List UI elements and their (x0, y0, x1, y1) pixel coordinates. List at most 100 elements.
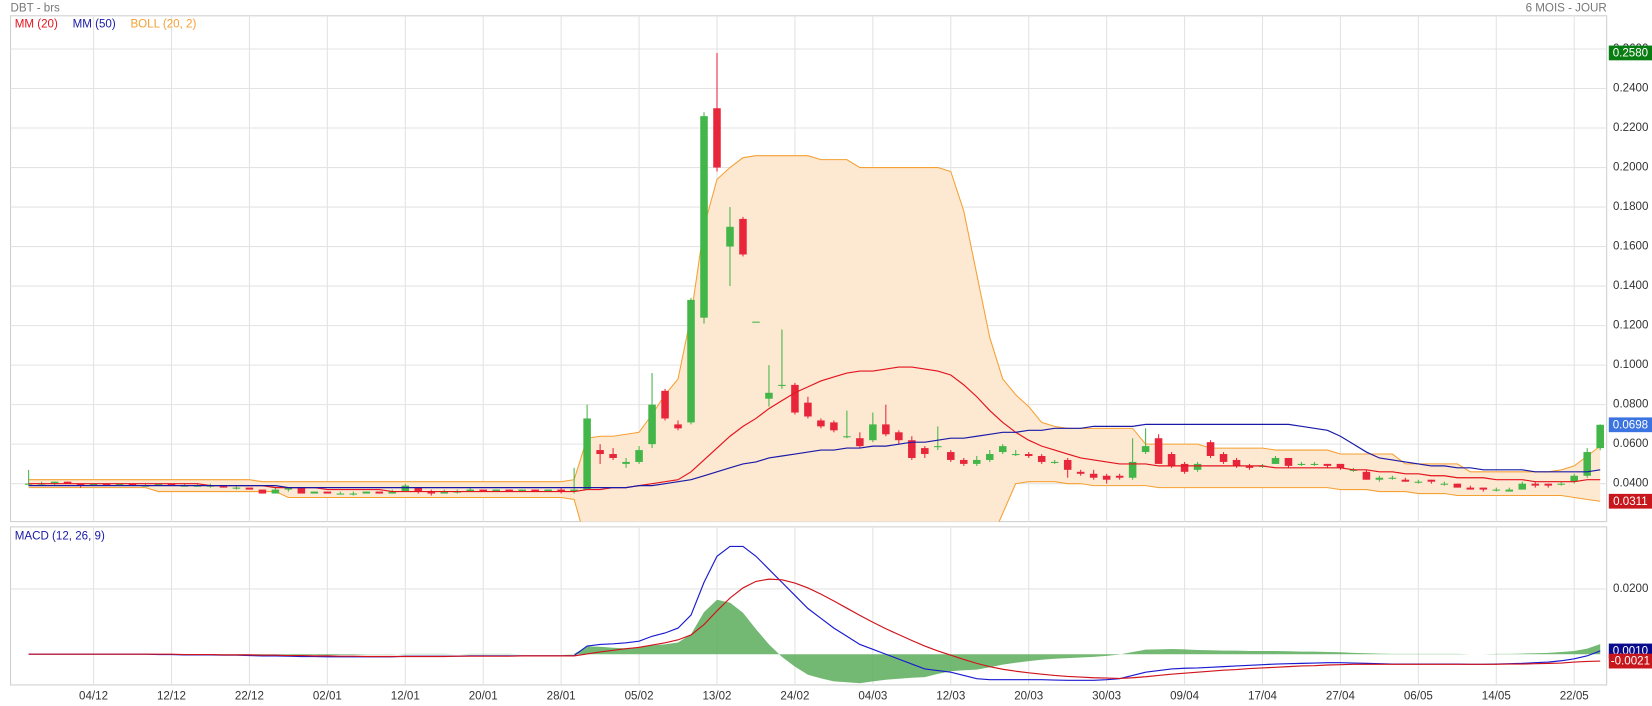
candle-body (1115, 475, 1124, 478)
candle-body (1297, 463, 1306, 465)
candle-body (440, 491, 449, 494)
candle-body (739, 218, 747, 255)
value-marker-label: -0.0021 (1611, 656, 1650, 668)
candle-body (557, 489, 565, 492)
candle-body (908, 440, 916, 458)
y-tick-label: 0.0400 (1613, 478, 1648, 490)
candle-body (1193, 463, 1202, 470)
candle-body (414, 487, 423, 492)
candle-body (544, 489, 552, 492)
candle-body (1570, 475, 1578, 482)
x-tick-label: 28/01 (547, 691, 576, 703)
candle-body (998, 446, 1007, 453)
candle-body (1505, 489, 1514, 492)
candle-body (76, 483, 85, 486)
candle-body (115, 483, 124, 486)
candle-body (1492, 489, 1501, 491)
candle-body (401, 485, 410, 492)
x-tick-label: 12/01 (391, 691, 420, 703)
candle-body (1141, 446, 1150, 453)
candle-body (1375, 477, 1384, 480)
signal-line (28, 578, 1601, 679)
candle-body (1076, 471, 1085, 474)
candle-body (323, 491, 332, 494)
y-tick-label: 0.1400 (1613, 280, 1648, 292)
candle-body (1479, 487, 1488, 490)
value-marker-label: 0.2580 (1613, 48, 1648, 60)
candle-body (622, 461, 630, 464)
candle-body (1206, 442, 1215, 457)
candle-body (284, 487, 293, 490)
x-tick-label: 27/04 (1326, 691, 1356, 703)
candle-body (765, 392, 773, 399)
y-tick-label: 0.0600 (1613, 438, 1648, 450)
candle-body (1180, 463, 1189, 472)
candle-body (1388, 477, 1397, 479)
candle-body (388, 491, 397, 494)
candle-body (349, 493, 358, 495)
candle-body (362, 491, 371, 494)
x-tick-label: 12/12 (157, 691, 186, 703)
y-tick-label: 0.1000 (1613, 359, 1648, 371)
x-tick-label: 17/04 (1248, 691, 1278, 703)
candle-body (985, 454, 994, 460)
candle-body (1245, 465, 1254, 468)
candle-body (687, 299, 695, 423)
candle-body (427, 491, 436, 494)
candle-body (1128, 461, 1137, 478)
x-tick-label: 22/12 (235, 691, 264, 703)
candle-body (960, 459, 968, 464)
candle-body (1154, 438, 1163, 464)
candle-body (1167, 454, 1176, 466)
candle-body (609, 454, 617, 458)
candle-body (583, 418, 591, 490)
x-tick-label: 14/05 (1482, 691, 1511, 703)
candle-body (1362, 471, 1371, 480)
candle-body (518, 489, 526, 492)
candle-body (804, 402, 812, 417)
candle-body (466, 489, 474, 492)
candle-body (947, 452, 955, 460)
candle-body (1271, 457, 1280, 464)
candle-body (63, 481, 72, 484)
candle-body (297, 487, 306, 494)
candle-body (310, 491, 319, 494)
y-tick-label: 0.2200 (1613, 122, 1648, 134)
value-marker (1608, 417, 1652, 433)
x-tick-label: 04/12 (79, 691, 108, 703)
chart-title: DBT - brs (11, 2, 61, 14)
candle-body (1284, 457, 1293, 466)
x-tick-label: 22/05 (1560, 691, 1589, 703)
x-tick-label: 30/03 (1092, 691, 1121, 703)
chart-subtitle: 6 MOIS - JOUR (1526, 2, 1607, 14)
candle-body (336, 493, 345, 495)
candle-body (479, 489, 487, 492)
candle-body (1401, 479, 1410, 482)
legend-entry: MM (20) (15, 18, 58, 30)
candle-body (882, 424, 890, 435)
bollinger-upper (28, 155, 1601, 483)
value-marker (1608, 45, 1652, 61)
candle-body (375, 491, 384, 494)
value-marker-label: 0.0698 (1613, 419, 1648, 431)
candle-body (258, 489, 267, 494)
legend-entry: MM (50) (73, 18, 116, 30)
candle-body (102, 483, 111, 486)
y-tick-label: 0.1600 (1613, 241, 1648, 253)
candle-body (1427, 479, 1436, 482)
candle-body (1440, 483, 1449, 485)
macd-panel (10, 526, 1608, 686)
y-tick-label: 0.2400 (1613, 83, 1648, 95)
candle-body (1453, 483, 1462, 488)
candle-body (1583, 452, 1591, 476)
candle-body (219, 485, 228, 488)
legend-entry: BOLL (20, 2) (130, 18, 196, 30)
x-tick-label: 02/01 (313, 691, 342, 703)
candle-body (1310, 463, 1319, 465)
x-tick-label: 09/04 (1170, 691, 1200, 703)
value-marker (1608, 493, 1652, 509)
candle-body (778, 384, 786, 386)
candle-body (271, 489, 280, 494)
candle-body (505, 489, 513, 492)
